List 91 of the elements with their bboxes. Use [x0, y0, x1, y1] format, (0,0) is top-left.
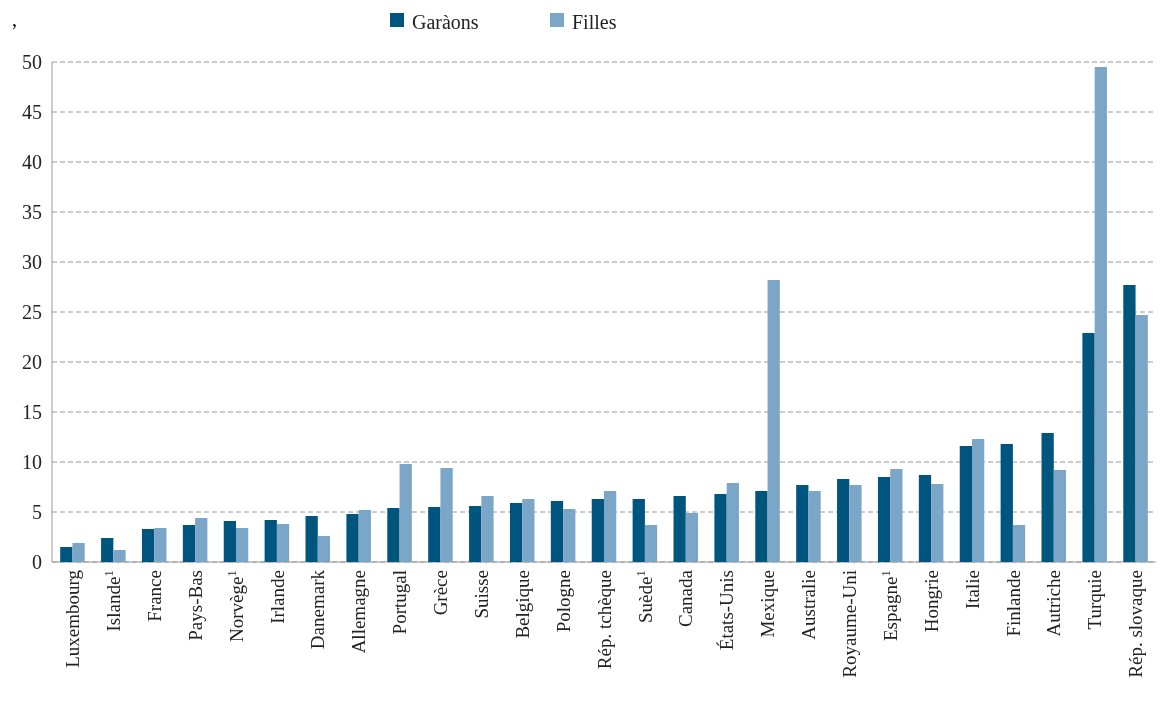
- x-tick-label: Allemagne: [348, 570, 370, 654]
- x-tick-label: Mexique: [757, 570, 779, 638]
- x-tick-label: Rép. tchèque: [593, 570, 615, 670]
- bar: [796, 485, 809, 562]
- chart-title: ,: [12, 8, 17, 30]
- bar: [714, 494, 727, 562]
- bar: [959, 446, 972, 562]
- bar: [440, 468, 453, 562]
- bar: [632, 499, 645, 562]
- x-tick-label: Italie: [961, 570, 983, 610]
- bar: [101, 538, 114, 562]
- legend-label: Garàons: [412, 11, 479, 33]
- bar: [1000, 444, 1013, 562]
- bar: [1012, 525, 1026, 562]
- bar: [685, 513, 699, 562]
- x-tick-label: Canada: [675, 569, 697, 627]
- bar: [550, 501, 564, 562]
- x-tick-label: Pays-Bas: [184, 570, 206, 641]
- y-tick-label: 5: [32, 501, 42, 523]
- bar: [60, 547, 73, 562]
- bar: [346, 514, 359, 562]
- x-tick-label: Portugal: [389, 570, 411, 635]
- bar: [918, 475, 932, 562]
- bar: [1135, 315, 1148, 562]
- x-tick-label: Hongrie: [920, 570, 942, 633]
- bar: [195, 518, 208, 562]
- bar: [358, 510, 371, 562]
- x-tick-label: Rép. slovaque: [1125, 570, 1147, 678]
- y-tick-label: 20: [22, 351, 42, 373]
- bar: [591, 499, 604, 562]
- x-tick-label: Belgique: [511, 570, 533, 639]
- bar: [276, 524, 290, 562]
- bar: [877, 477, 891, 562]
- bar: [755, 491, 768, 562]
- bar: [931, 484, 944, 562]
- bar: [1123, 285, 1136, 562]
- bar: [808, 491, 821, 562]
- y-tick-label: 35: [22, 201, 42, 223]
- bar: [317, 536, 331, 562]
- x-tick-label: Suisse: [470, 570, 492, 619]
- bar: [604, 491, 617, 562]
- bar: [837, 479, 850, 562]
- y-tick-label: 10: [22, 451, 42, 473]
- x-tick-label: Turquie: [1084, 570, 1106, 630]
- bar: [481, 496, 494, 562]
- y-tick-label: 45: [22, 101, 42, 123]
- y-tick-label: 40: [22, 151, 42, 173]
- bar: [399, 464, 412, 562]
- y-tick-label: 30: [22, 251, 42, 273]
- bar: [849, 485, 862, 562]
- x-tick-label: Pologne: [552, 570, 574, 633]
- x-tick-label: Royaume-Uni: [838, 570, 860, 678]
- y-tick-label: 15: [22, 401, 42, 423]
- bar: [767, 280, 780, 562]
- y-tick-label: 50: [22, 51, 42, 73]
- bar: [972, 439, 985, 562]
- x-tick-label: Australie: [798, 570, 820, 640]
- bar: [644, 525, 658, 562]
- bar: [154, 528, 167, 562]
- bar: [1082, 333, 1095, 562]
- bar: [726, 483, 739, 562]
- x-tick-label: États-Unis: [716, 570, 738, 651]
- bar: [563, 509, 576, 562]
- x-tick-label: Danemark: [307, 569, 329, 650]
- x-tick-label: Irlande: [266, 570, 288, 624]
- y-tick-label: 0: [32, 551, 42, 573]
- bar: [673, 496, 686, 562]
- x-tick-label: Luxembourg: [62, 569, 84, 668]
- bar: [522, 499, 535, 562]
- bar: [469, 506, 482, 562]
- x-tick-label: Autriche: [1043, 570, 1065, 637]
- bar: [113, 550, 126, 562]
- x-tick-label: Finlande: [1002, 570, 1024, 637]
- x-tick-label: France: [143, 570, 165, 622]
- bar: [264, 520, 277, 562]
- bar: [1041, 433, 1054, 562]
- bar: [1094, 67, 1107, 562]
- bar: [182, 525, 196, 562]
- bar: [890, 469, 903, 562]
- bar: [72, 543, 85, 562]
- bar: [509, 503, 523, 562]
- x-tick-label: Grèce: [430, 570, 452, 616]
- bar: [1053, 470, 1067, 562]
- bar: [141, 529, 155, 562]
- y-tick-label: 25: [22, 301, 42, 323]
- bar: [223, 521, 236, 562]
- bar: [428, 507, 441, 562]
- bar: [387, 508, 400, 562]
- bar: [305, 516, 318, 562]
- bar: [236, 528, 249, 562]
- legend-label: Filles: [572, 11, 617, 33]
